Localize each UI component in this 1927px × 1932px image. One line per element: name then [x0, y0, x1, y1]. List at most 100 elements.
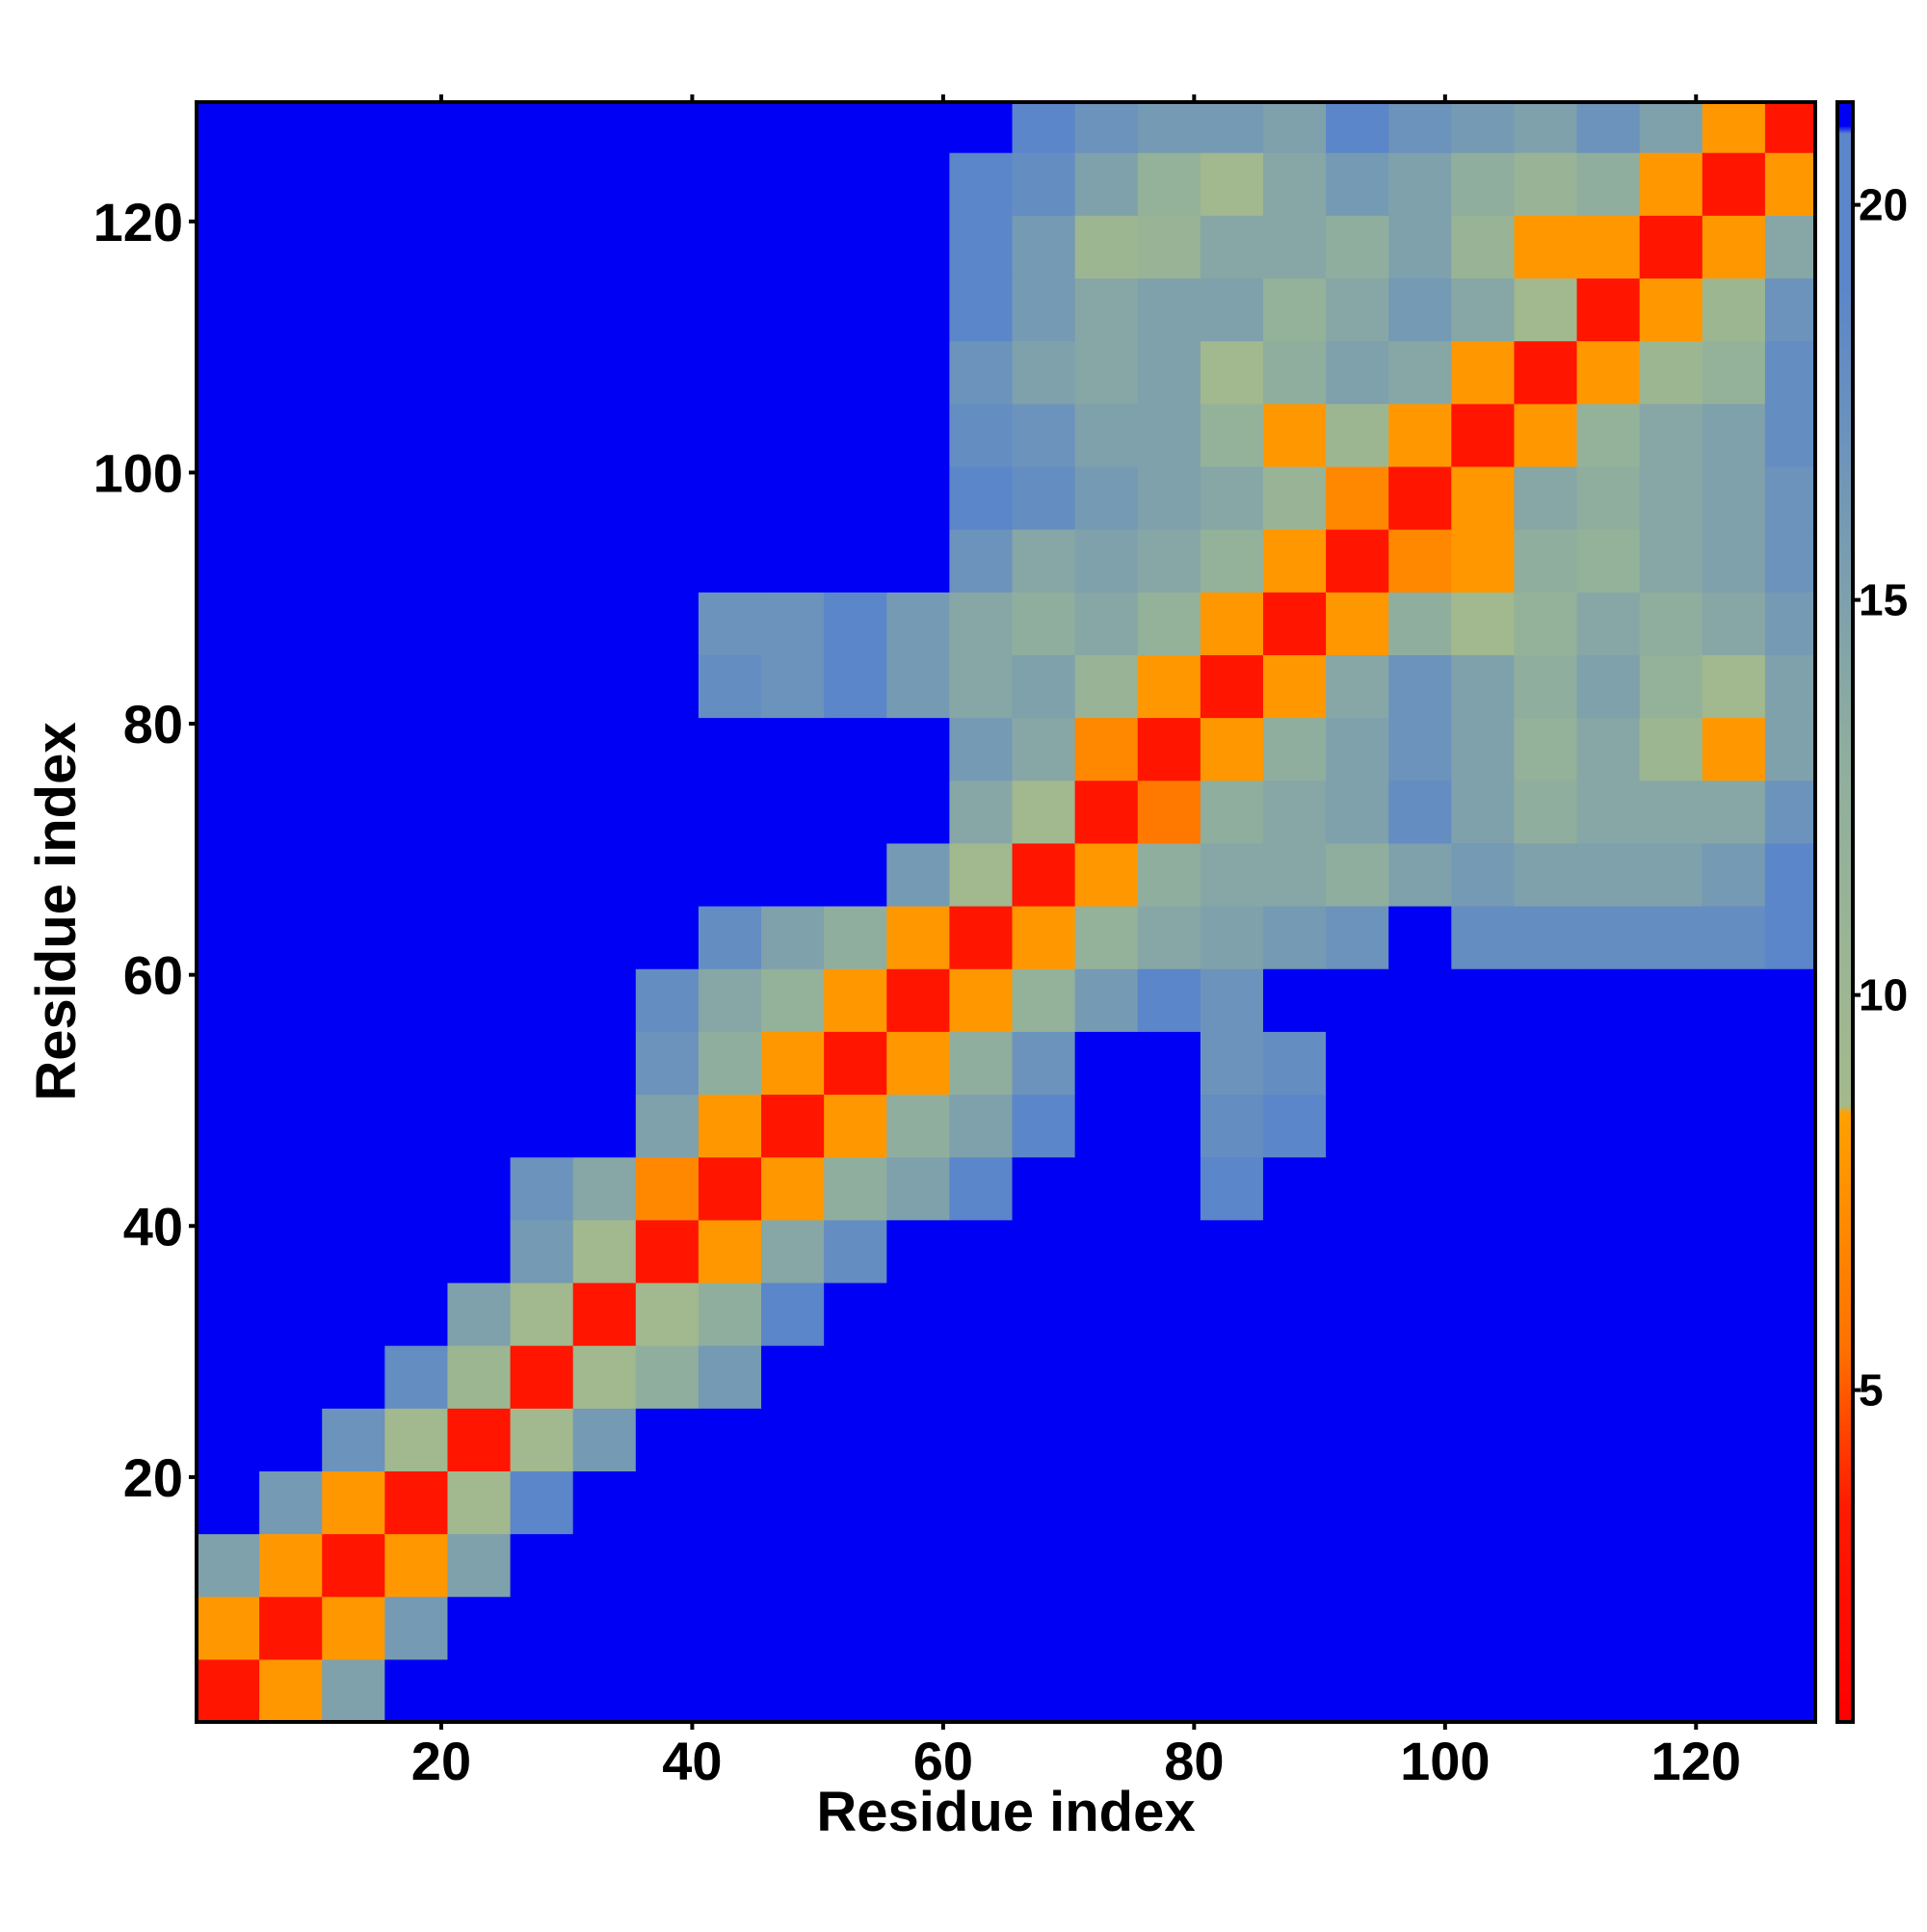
- heatmap-cell: [197, 1533, 260, 1598]
- heatmap-cell: [510, 1408, 574, 1471]
- heatmap-cell: [824, 905, 887, 969]
- heatmap-cell: [384, 592, 449, 655]
- heatmap-cell: [1137, 465, 1201, 530]
- heatmap-cell: [1326, 1533, 1389, 1598]
- heatmap-cell: [1012, 529, 1076, 593]
- heatmap-cell: [1388, 1219, 1452, 1284]
- heatmap-cell: [197, 465, 260, 530]
- heatmap-cell: [1262, 780, 1327, 844]
- heatmap-cell: [384, 529, 449, 593]
- heatmap-cell: [1200, 1658, 1264, 1723]
- heatmap-cell: [1514, 1156, 1578, 1221]
- heatmap-cell: [761, 278, 825, 342]
- heatmap-cell: [1451, 403, 1516, 467]
- heatmap-cell: [1764, 403, 1816, 467]
- colorbar: [1835, 100, 1855, 1724]
- heatmap-cell: [1451, 654, 1516, 719]
- heatmap-cell: [259, 1345, 323, 1409]
- heatmap-cell: [698, 529, 762, 593]
- heatmap-cell: [197, 529, 260, 593]
- heatmap-cell: [1074, 1596, 1139, 1660]
- heatmap-cell: [949, 278, 1014, 342]
- heatmap-cell: [322, 215, 385, 279]
- heatmap-cell: [698, 1156, 762, 1221]
- heatmap-cell: [1200, 403, 1264, 467]
- heatmap-cell: [1200, 1031, 1264, 1096]
- heatmap-cell: [384, 1282, 449, 1346]
- x-axis-label: Residue index: [816, 1781, 1195, 1843]
- heatmap-cell: [510, 1533, 574, 1598]
- heatmap-cell: [259, 968, 323, 1032]
- heatmap-cell: [1764, 1094, 1816, 1158]
- heatmap-cell: [1764, 592, 1816, 655]
- heatmap-cell: [1639, 717, 1703, 781]
- heatmap-cell: [197, 1156, 260, 1221]
- heatmap-cell: [1388, 1658, 1452, 1723]
- heatmap-cell: [1764, 278, 1816, 342]
- heatmap-cell: [698, 842, 762, 907]
- heatmap-cell: [1388, 905, 1452, 969]
- heatmap-cell: [824, 465, 887, 530]
- heatmap-cell: [1137, 1345, 1201, 1409]
- heatmap-cell: [1326, 968, 1389, 1032]
- heatmap-cell: [886, 842, 950, 907]
- heatmap-cell: [1200, 465, 1264, 530]
- colorbar-tick-label: 5: [1859, 1365, 1884, 1416]
- heatmap-cell: [1388, 1408, 1452, 1471]
- heatmap-cell: [384, 1094, 449, 1158]
- heatmap-cell: [510, 968, 574, 1032]
- heatmap-cell: [698, 1094, 762, 1158]
- heatmap-cell: [1200, 968, 1264, 1032]
- heatmap-cell: [1702, 592, 1766, 655]
- heatmap-cell: [1262, 1408, 1327, 1471]
- heatmap-cell: [1200, 1470, 1264, 1535]
- heatmap-cell: [1137, 1658, 1201, 1723]
- heatmap-cell: [1200, 654, 1264, 719]
- heatmap-cell: [1576, 717, 1641, 781]
- heatmap-cell: [384, 1156, 449, 1221]
- heatmap-cell: [1639, 842, 1703, 907]
- heatmap-cell: [635, 529, 700, 593]
- heatmap-cell: [1137, 529, 1201, 593]
- heatmap-cell: [322, 1533, 385, 1598]
- heatmap-cell: [1514, 717, 1578, 781]
- heatmap-cell: [886, 152, 950, 216]
- heatmap-cell: [1639, 1658, 1703, 1723]
- heatmap-cell: [1074, 905, 1139, 969]
- heatmap-cell: [635, 654, 700, 719]
- heatmap-cell: [1639, 905, 1703, 969]
- heatmap-cell: [1576, 1219, 1641, 1284]
- heatmap-cell: [761, 1533, 825, 1598]
- heatmap-cell: [698, 215, 762, 279]
- heatmap-cell: [1764, 102, 1816, 153]
- heatmap-cell: [1451, 278, 1516, 342]
- heatmap-cell: [197, 340, 260, 405]
- heatmap-cell: [384, 1408, 449, 1471]
- heatmap-cell: [259, 278, 323, 342]
- heatmap-cell: [510, 717, 574, 781]
- heatmap-cell: [572, 1408, 637, 1471]
- heatmap-cell: [384, 654, 449, 719]
- heatmap-cell: [510, 152, 574, 216]
- heatmap-cell: [635, 403, 700, 467]
- heatmap-cell: [447, 1408, 512, 1471]
- heatmap-cell: [1326, 1219, 1389, 1284]
- heatmap-cell: [322, 340, 385, 405]
- heatmap-cell: [1702, 1345, 1766, 1409]
- heatmap-cell: [1388, 278, 1452, 342]
- heatmap-cell: [1074, 529, 1139, 593]
- heatmap-cell: [572, 1470, 637, 1535]
- heatmap-cell: [384, 278, 449, 342]
- heatmap-cell: [1764, 842, 1816, 907]
- heatmap-cell: [1074, 215, 1139, 279]
- heatmap-cell: [447, 842, 512, 907]
- heatmap-cell: [824, 1596, 887, 1660]
- heatmap-cell: [1326, 340, 1389, 405]
- heatmap-cell: [1388, 1470, 1452, 1535]
- heatmap-cell: [1137, 1031, 1201, 1096]
- heatmap-cell: [761, 1596, 825, 1660]
- heatmap-cell: [259, 1533, 323, 1598]
- heatmap-cell: [1137, 1094, 1201, 1158]
- heatmap-cell: [510, 1345, 574, 1409]
- heatmap-cell: [635, 1470, 700, 1535]
